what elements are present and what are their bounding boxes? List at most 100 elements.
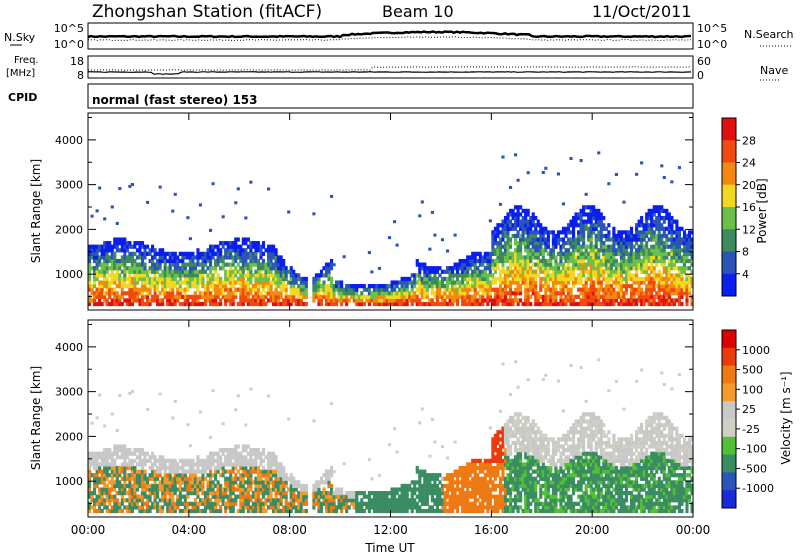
power-cell [330,262,334,267]
power-cell [249,255,253,260]
velocity-cell [433,501,437,506]
velocity-cell [266,491,271,496]
velocity-cell [151,505,155,510]
power-cell [113,255,117,260]
velocity-cell [93,491,97,496]
power-cell [188,276,192,282]
power-cell [284,269,288,274]
velocity-cell [294,494,298,499]
power-cell [680,284,684,289]
power-cell [604,226,608,231]
power-cell [115,301,119,307]
power-cell [166,280,170,285]
power-cell [282,266,286,271]
velocity-cell [110,462,114,467]
power-cell [90,266,94,271]
velocity-cell [269,505,273,510]
power-cell [181,251,185,256]
velocity-cell [317,501,321,506]
power-cell [645,298,649,303]
power-cell [168,266,172,271]
power-cell [650,219,654,224]
velocity-cell [330,469,334,474]
power-cell [597,284,601,289]
power-cell [105,266,109,271]
velocity-cell [161,483,165,489]
power-cell [128,244,132,249]
power-cell [330,301,334,307]
power-cell [561,241,566,246]
velocity-cell [103,483,107,489]
power-cell [498,284,503,289]
velocity-cell [140,448,145,453]
power-cell [151,262,155,267]
power-cell [274,248,278,253]
power-cell [292,287,296,292]
velocity-cell [266,476,271,481]
power-cell [506,280,510,285]
power-cell [206,298,210,303]
velocity-cell [196,462,200,467]
power-cell [627,262,631,267]
power-cell [617,269,621,274]
power-cell [269,280,273,285]
power-cell [526,244,530,249]
power-cell [294,291,298,296]
power-cell [493,266,497,271]
velocity-cell [201,480,205,485]
power-cell [138,241,142,246]
power-cell [236,187,240,191]
velocity-cell [143,476,147,481]
power-cell [650,226,654,231]
power-cell [128,273,132,278]
power-cell [118,248,122,253]
velocity-cell [214,473,218,478]
power-cell [524,241,528,246]
power-cell [551,266,555,271]
power-cell [687,258,692,264]
velocity-cell [264,469,268,474]
power-cell [632,301,636,307]
power-cell [332,284,336,289]
velocity-cell [219,498,223,503]
power-cell [483,273,487,278]
power-cell [619,248,624,253]
velocity-cell [246,494,250,499]
velocity-cell [403,508,407,514]
power-cell [229,301,233,307]
velocity-cell [367,494,371,499]
power-cell [256,258,261,264]
velocity-cell [188,501,192,506]
velocity-cell [289,480,293,485]
velocity-cell [171,508,175,514]
power-cell [203,262,208,267]
power-cell [496,251,500,256]
velocity-cell [108,473,112,478]
velocity-cell [317,487,321,492]
power-cell [546,237,550,242]
velocity-cell [90,491,94,496]
power-cell [672,301,676,307]
power-cell [161,284,165,289]
velocity-cell [171,483,175,489]
power-cell [171,294,175,299]
power-cell [516,208,520,213]
y-tick-label: 2000 [55,223,83,236]
velocity-cell [93,455,97,460]
velocity-cell [254,501,258,506]
velocity-cell [209,455,213,460]
power-cell [156,258,160,264]
power-cell [471,287,475,292]
velocity-cell [206,501,210,506]
power-cell [566,276,571,282]
power-cell [647,291,651,296]
power-cell [108,266,112,271]
power-cell [340,284,344,289]
power-cell [665,287,669,292]
power-cell [519,237,523,242]
power-cell [549,230,553,235]
power-cell [110,291,114,296]
power-cell [647,266,651,271]
power-cell [519,262,523,267]
power-cell [572,248,576,253]
